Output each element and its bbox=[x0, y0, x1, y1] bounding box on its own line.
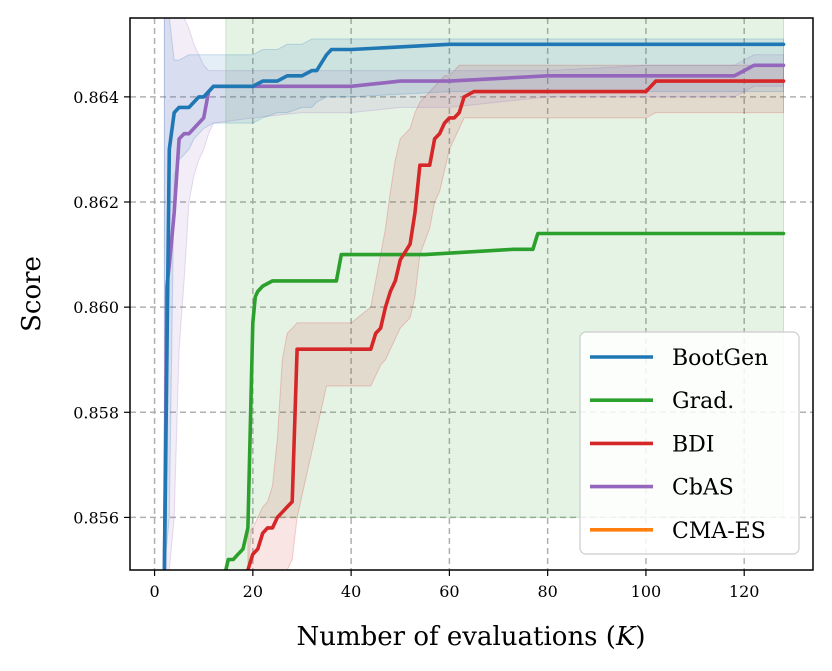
x-axis-label: Number of evaluations (K) bbox=[296, 622, 645, 652]
plot-frame bbox=[129, 17, 814, 571]
y-axis: 0.856 0.858 0.860 0.862 0.864 bbox=[73, 88, 130, 527]
y-tick-label: 0.864 bbox=[73, 88, 119, 107]
y-tick-label: 0.856 bbox=[73, 508, 119, 527]
bootgen-line bbox=[162, 42, 786, 570]
y-tick-label: 0.858 bbox=[73, 403, 119, 422]
x-tick-label: 0 bbox=[149, 582, 159, 601]
legend-label-bdi: BDI bbox=[672, 432, 715, 457]
x-tick-label: 80 bbox=[537, 582, 557, 601]
legend-label-bootgen: BootGen bbox=[672, 346, 768, 371]
x-tick-label: 20 bbox=[243, 582, 263, 601]
x-tick-label: 120 bbox=[729, 582, 760, 601]
legend: BootGen Grad. BDI CbAS CMA-ES bbox=[579, 331, 800, 555]
bdi-band bbox=[247, 64, 784, 570]
bdi-line bbox=[246, 79, 786, 570]
grad-line bbox=[224, 231, 786, 570]
legend-frame bbox=[579, 331, 800, 555]
x-tick-label: 40 bbox=[341, 582, 361, 601]
legend-label-cma-es: CMA-ES bbox=[672, 519, 766, 544]
legend-label-grad: Grad. bbox=[672, 389, 734, 414]
x-tick-label: 100 bbox=[631, 582, 662, 601]
series-lines bbox=[162, 42, 786, 570]
x-tick-label: 60 bbox=[439, 582, 459, 601]
bootgen-band bbox=[163, 18, 784, 570]
legend-label-cbas: CbAS bbox=[672, 476, 734, 501]
y-axis-label: Score bbox=[17, 256, 47, 332]
x-axis: 0 20 40 60 80 100 120 bbox=[149, 570, 759, 601]
y-tick-label: 0.860 bbox=[73, 298, 119, 317]
y-tick-label: 0.862 bbox=[73, 193, 119, 212]
cbas-band bbox=[163, 18, 784, 570]
